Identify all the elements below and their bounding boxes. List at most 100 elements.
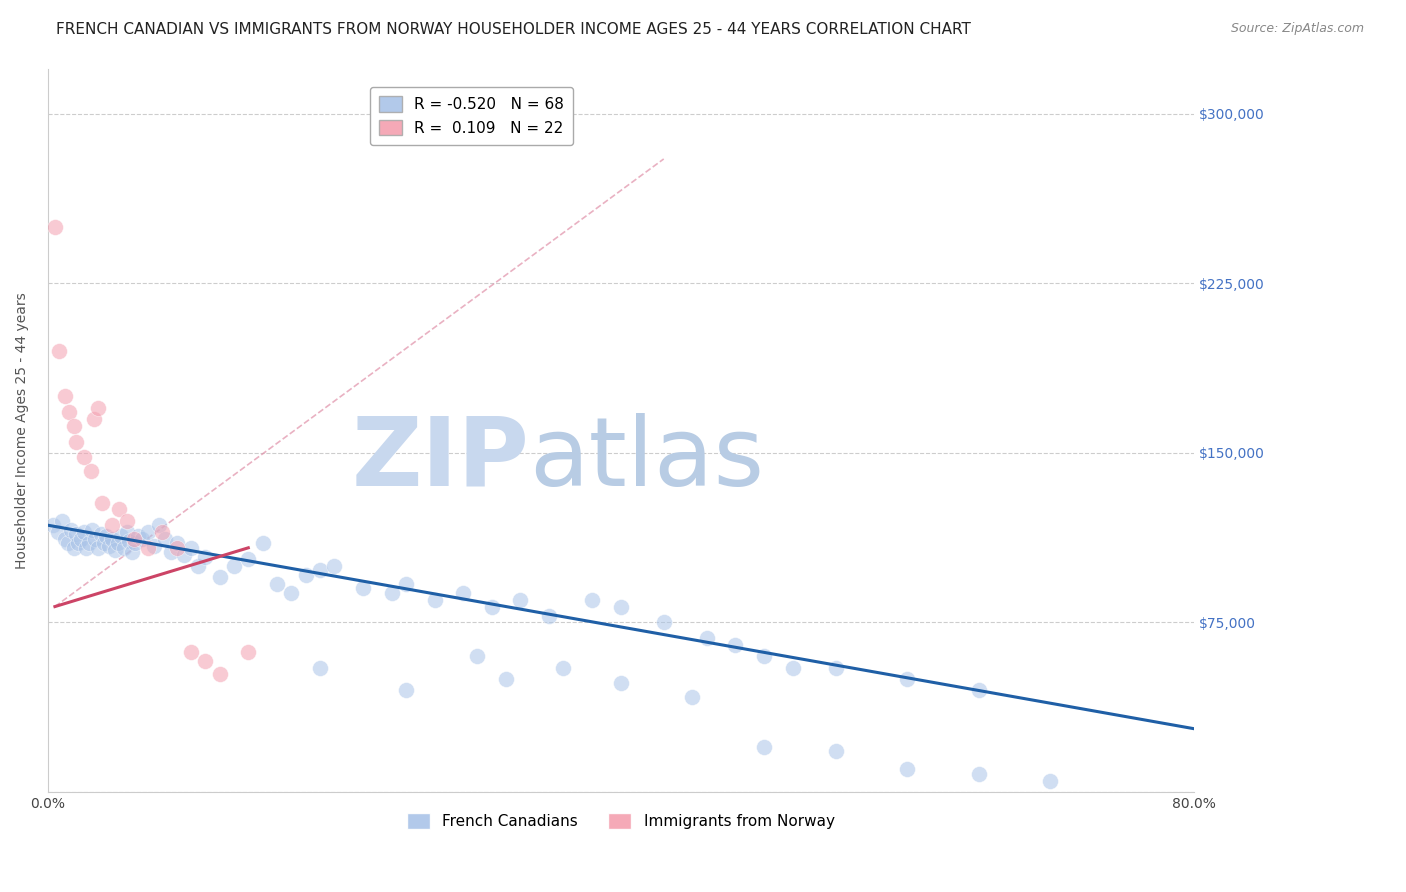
Point xyxy=(323,558,346,573)
Point xyxy=(110,529,132,543)
Point xyxy=(824,744,846,758)
Point xyxy=(352,582,374,596)
Point xyxy=(266,577,288,591)
Point xyxy=(87,401,110,415)
Point xyxy=(166,536,188,550)
Point xyxy=(696,632,718,646)
Point xyxy=(84,532,107,546)
Point xyxy=(896,763,918,777)
Point xyxy=(104,543,127,558)
Point xyxy=(423,592,446,607)
Point xyxy=(82,523,104,537)
Point xyxy=(187,558,209,573)
Point xyxy=(896,672,918,686)
Point xyxy=(115,524,138,539)
Point xyxy=(131,532,153,546)
Point xyxy=(107,536,129,550)
Point xyxy=(91,495,114,509)
Point xyxy=(59,523,82,537)
Point xyxy=(65,527,87,541)
Point xyxy=(122,532,145,546)
Point xyxy=(121,545,143,559)
Point xyxy=(609,599,631,614)
Point xyxy=(238,552,260,566)
Point xyxy=(395,683,418,698)
Point xyxy=(395,577,418,591)
Point xyxy=(481,599,503,614)
Point xyxy=(173,548,195,562)
Point xyxy=(142,539,165,553)
Point xyxy=(108,502,131,516)
Point xyxy=(44,219,66,234)
Point xyxy=(72,450,94,465)
Point xyxy=(782,660,804,674)
Point xyxy=(96,529,118,543)
Point xyxy=(62,541,84,555)
Point xyxy=(652,615,675,630)
Point xyxy=(509,592,531,607)
Point xyxy=(80,464,103,478)
Point xyxy=(681,690,703,704)
Point xyxy=(309,563,332,577)
Point xyxy=(98,539,121,553)
Point xyxy=(495,672,517,686)
Point xyxy=(609,676,631,690)
Legend: French Canadians, Immigrants from Norway: French Canadians, Immigrants from Norway xyxy=(401,806,841,835)
Point xyxy=(48,344,70,359)
Point xyxy=(118,534,141,549)
Point xyxy=(581,592,603,607)
Point xyxy=(75,541,97,555)
Point xyxy=(194,654,217,668)
Point xyxy=(101,518,124,533)
Point xyxy=(69,532,91,546)
Point xyxy=(79,536,101,550)
Point xyxy=(180,645,202,659)
Point xyxy=(112,541,135,555)
Point xyxy=(46,524,69,539)
Point xyxy=(90,527,112,541)
Point xyxy=(87,541,110,555)
Point xyxy=(222,558,245,573)
Point xyxy=(42,518,65,533)
Point xyxy=(53,532,76,546)
Point xyxy=(101,532,124,546)
Point xyxy=(824,660,846,674)
Point xyxy=(150,524,173,539)
Text: FRENCH CANADIAN VS IMMIGRANTS FROM NORWAY HOUSEHOLDER INCOME AGES 25 - 44 YEARS : FRENCH CANADIAN VS IMMIGRANTS FROM NORWA… xyxy=(56,22,972,37)
Point xyxy=(194,549,217,564)
Point xyxy=(967,767,990,781)
Point xyxy=(127,529,149,543)
Point xyxy=(66,536,89,550)
Point xyxy=(1039,773,1062,788)
Point xyxy=(148,518,170,533)
Point xyxy=(252,536,274,550)
Point xyxy=(124,536,146,550)
Point xyxy=(280,586,302,600)
Point xyxy=(53,389,76,403)
Point xyxy=(294,568,316,582)
Point xyxy=(93,536,115,550)
Y-axis label: Householder Income Ages 25 - 44 years: Householder Income Ages 25 - 44 years xyxy=(15,292,30,568)
Point xyxy=(180,541,202,555)
Point xyxy=(752,739,775,754)
Point xyxy=(538,608,561,623)
Point xyxy=(115,514,138,528)
Point xyxy=(967,683,990,698)
Point xyxy=(451,586,474,600)
Point xyxy=(724,638,747,652)
Point xyxy=(65,434,87,449)
Point xyxy=(208,667,231,681)
Point xyxy=(72,524,94,539)
Point xyxy=(56,536,79,550)
Point xyxy=(160,545,183,559)
Point xyxy=(155,532,177,546)
Point xyxy=(166,541,188,555)
Text: Source: ZipAtlas.com: Source: ZipAtlas.com xyxy=(1230,22,1364,36)
Text: ZIP: ZIP xyxy=(352,413,529,506)
Point xyxy=(309,660,332,674)
Point xyxy=(208,570,231,584)
Point xyxy=(58,405,80,419)
Point xyxy=(553,660,575,674)
Point xyxy=(238,645,260,659)
Point xyxy=(83,412,105,426)
